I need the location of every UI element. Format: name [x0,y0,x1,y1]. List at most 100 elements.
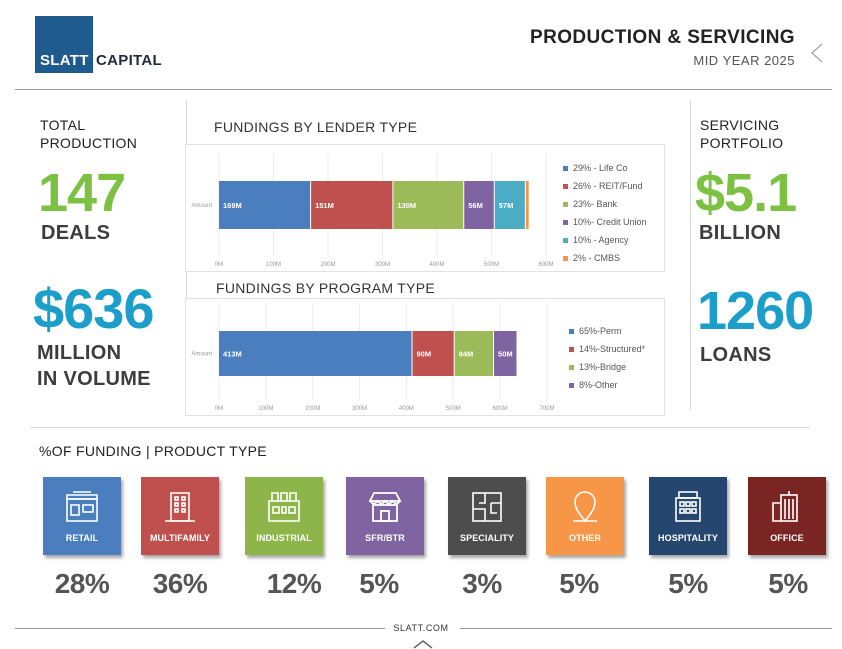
lender-category-label: Amount [191,203,212,209]
tile-office[interactable]: OFFICE [748,477,826,555]
tile-label-sfr-btr: SFR/BTR [365,533,405,543]
apartment-building-icon [165,492,195,522]
location-pin-icon [573,491,597,523]
program-data-label: 413M [223,350,242,359]
lender-data-label: 151M [315,201,334,210]
chevron-up-icon[interactable] [413,639,433,649]
right-column-divider [690,100,691,410]
program-tick-label: 500M [446,406,461,412]
lender-data-label: 169M [223,201,242,210]
lender-data-label: 57M [499,201,514,210]
pct-office: 5% [768,568,808,599]
tile-label-other: OTHER [569,533,601,543]
pct-speciality: 3% [462,568,502,599]
lender-tick-label: 200M [320,262,335,268]
program-legend-label: 8%-Other [579,380,618,390]
chevron-left-icon[interactable] [808,42,830,64]
office-tower-icon [772,491,798,522]
program-tick-label: 0M [215,406,223,412]
chart-program-type: 0M 100M 200M 300M 400M 500M 600M 700M Amount 413M… [191,303,646,412]
deals-value: 147 [38,163,126,223]
lender-bar-segment [525,181,529,229]
tile-hospitality[interactable]: HOSPITALITY [649,477,727,555]
program-data-label: 50M [498,350,513,359]
lender-legend-swatch [563,202,568,207]
lender-legend-label: 26% - REIT/Fund [573,181,643,191]
tile-industrial[interactable]: INDUSTRIAL [245,477,323,555]
tile-label-office: OFFICE [770,533,804,543]
tile-label-speciality: SPECIALITY [459,533,514,543]
lender-tick-label: 500M [484,262,499,268]
total-label-line2: PRODUCTION [40,135,138,151]
chart-lender-type: 0M 100M 200M 300M 400M 500M 600M Amount 169M 29% … [191,153,647,268]
lender-tick-label: 600M [538,262,553,268]
volume-unit: MILLION IN VOLUME [37,340,151,392]
tile-label-hospitality: HOSPITALITY [658,533,718,543]
lender-tick-label: 0M [215,262,223,268]
lender-data-label: 130M [397,201,416,210]
loans-value: 1260 [697,281,814,341]
page-title: PRODUCTION & SERVICING [530,27,795,48]
program-tick-label: 600M [493,406,508,412]
program-legend-swatch [569,383,574,388]
lender-bar-segment [494,181,525,229]
program-tick-label: 700M [539,406,554,412]
program-legend-label: 13%-Bridge [579,362,626,372]
tile-retail[interactable]: RETAIL [43,477,121,555]
program-tick-label: 400M [399,406,414,412]
program-legend-swatch [569,365,574,370]
tile-multifamily[interactable]: MULTIFAMILY [141,477,219,555]
lender-legend-label: 10%- Credit Union [573,217,647,227]
lender-bar-segment [219,181,311,229]
lender-legend-label: 29% - Life Co [573,163,628,173]
pct-hospitality: 5% [668,568,708,599]
program-legend-swatch [569,329,574,334]
chart-title-program: FUNDINGS BY PROGRAM TYPE [216,280,436,296]
logo-text-slatt: SLATT [40,52,89,69]
lender-data-label: 56M [468,201,483,210]
footer-site-link[interactable]: SLATT.COM [393,623,449,633]
pct-multifamily: 36% [152,568,208,599]
program-data-label: 84M [459,350,474,359]
servicing-label-line1: SERVICING [700,117,780,133]
volume-unit-line2: IN VOLUME [37,368,151,390]
lender-bar-segment [311,181,393,229]
tile-label-retail: RETAIL [65,533,99,543]
lender-tick-label: 400M [429,262,444,268]
logo-text-capital: CAPITAL [96,52,162,69]
lender-legend-swatch [563,184,568,189]
lender-legend-swatch [563,256,568,261]
lender-legend-swatch [563,238,568,243]
program-bar-segment [219,331,412,376]
lender-tick-label: 100M [266,262,281,268]
volume-unit-line1: MILLION [37,342,122,364]
warehouse-icon [268,492,300,522]
program-bar-segment [412,331,454,376]
floor-plan-icon [472,492,502,522]
total-production-label: TOTAL PRODUCTION [40,116,137,152]
chart-frame-lender: 0M 100M 200M 300M 400M 500M 600M Amount 169M 29% … [185,144,665,272]
deals-unit: DEALS [41,222,111,244]
storefront-icon [66,491,98,522]
section-divider [30,427,810,428]
tile-other[interactable]: OTHER [546,477,624,555]
loans-unit: LOANS [700,344,772,366]
pct-industrial: 12% [266,568,322,599]
tile-sfr-btr[interactable]: SFR/BTR [346,477,424,555]
lender-bar-segment [464,181,494,229]
volume-value: $636 [33,277,155,340]
program-legend-swatch [569,347,574,352]
pct-other: 5% [559,568,599,599]
tile-speciality[interactable]: SPECIALITY [448,477,526,555]
footer-line-left [15,628,385,629]
portfolio-value: $5.1 [695,163,797,223]
lender-legend-label: 10% - Agency [573,235,629,245]
lender-legend-label: 2% - CMBS [573,253,620,263]
program-legend-label: 14%-Structured* [579,344,646,354]
total-label-line1: TOTAL [40,117,86,133]
program-category-label: Amount [191,352,212,358]
program-data-label: 90M [417,350,432,359]
servicing-label-line2: PORTFOLIO [700,135,784,151]
pct-retail: 28% [54,568,110,599]
chart-title-lender: FUNDINGS BY LENDER TYPE [214,119,418,135]
